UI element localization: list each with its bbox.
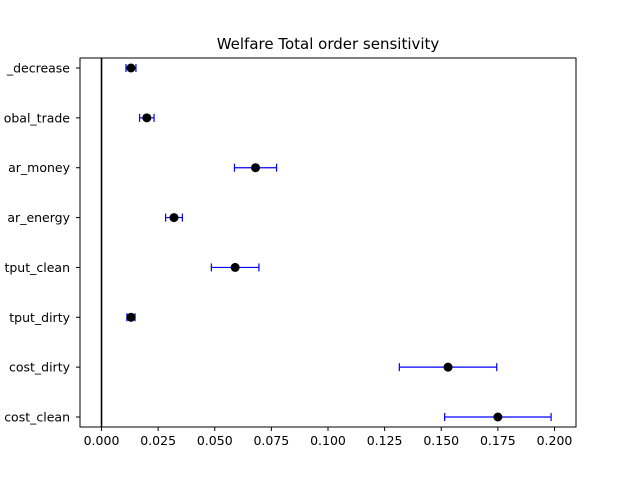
y-tick-label: tput_dirty [9,310,70,325]
plot-area [80,58,576,427]
x-tick-label: 0.150 [423,433,459,448]
x-tick-label: 0.075 [253,433,289,448]
y-tick-label: obal_trade [4,110,71,125]
data-point [443,362,453,372]
plot-frame [79,57,577,428]
x-tick-label: 0.175 [480,433,516,448]
x-tick-label: 0.200 [537,433,573,448]
y-tick-label: cost_dirty [9,360,71,375]
data-point [493,412,503,422]
x-tick-label: 0.025 [140,433,176,448]
y-tick-label: cost_clean [4,410,70,425]
chart-title: Welfare Total order sensitivity [217,35,440,53]
y-tick-label: _decrease [6,61,70,76]
x-tick-label: 0.100 [310,433,346,448]
data-point [169,213,179,223]
x-tick-label: 0.125 [367,433,403,448]
data-point [230,262,240,272]
data-point [126,312,136,322]
data-point [126,63,136,73]
y-tick-label: ar_energy [7,210,70,225]
y-tick-label: ar_money [8,160,70,175]
y-tick-label: tput_clean [4,260,70,275]
data-point [251,163,261,173]
data-point [142,113,152,123]
chart-marks: 0.000 0.025 0.050 0.075 0.100 0.125 0.150 0.175… [4,58,573,448]
x-tick-label: 0.000 [84,433,120,448]
x-tick-label: 0.050 [197,433,233,448]
